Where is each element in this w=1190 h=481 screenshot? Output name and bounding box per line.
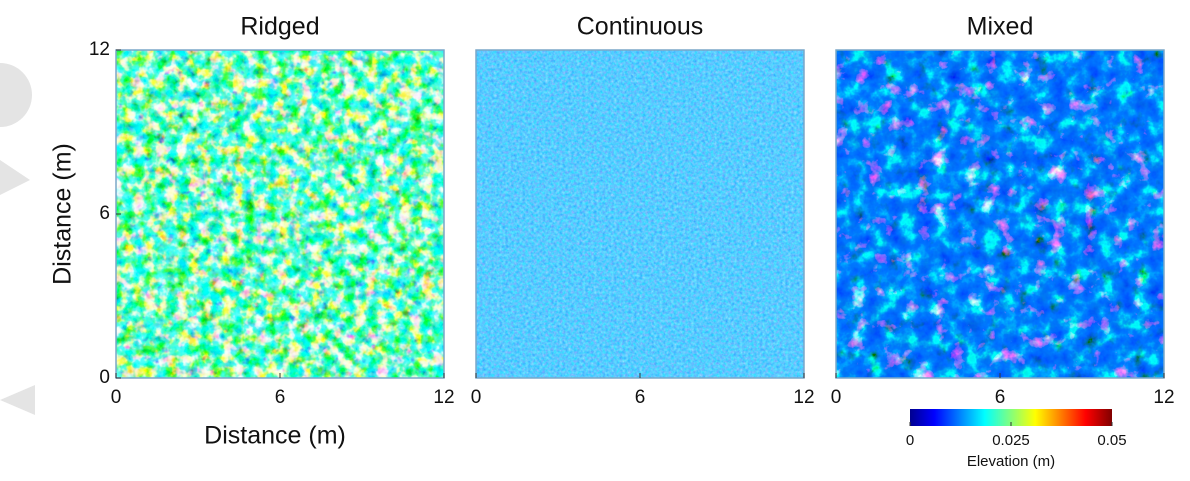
x-tick-label: 12 [1153,387,1174,408]
y-tick-label: 12 [89,39,110,60]
x-tick-label: 12 [433,387,454,408]
panel-title: Mixed [967,13,1034,41]
x-tick-label: 0 [111,387,122,408]
heatmap [476,50,804,378]
heatmap [116,50,444,378]
panel-title: Ridged [240,13,319,41]
y-tick-label: 0 [99,367,110,388]
heatmap [836,50,1164,378]
y-axis-label: Distance (m) [49,143,77,285]
x-tick-label: 0 [831,387,842,408]
colorbar-tick-label: 0.025 [992,432,1030,449]
x-axis-label: Distance (m) [204,422,346,450]
panel-title: Continuous [577,13,703,41]
decoration [0,160,30,195]
colorbar-tick-label: 0 [906,432,914,449]
colorbar-label: Elevation (m) [967,453,1055,470]
colorbar [910,409,1112,426]
x-tick-label: 6 [275,387,286,408]
x-tick-label: 12 [793,387,814,408]
colorbar-tick-label: 0.05 [1097,432,1126,449]
y-tick-label: 6 [99,203,110,224]
x-tick-label: 6 [995,387,1006,408]
decoration [0,385,35,415]
x-tick-label: 0 [471,387,482,408]
decoration [0,63,32,127]
x-tick-label: 6 [635,387,646,408]
